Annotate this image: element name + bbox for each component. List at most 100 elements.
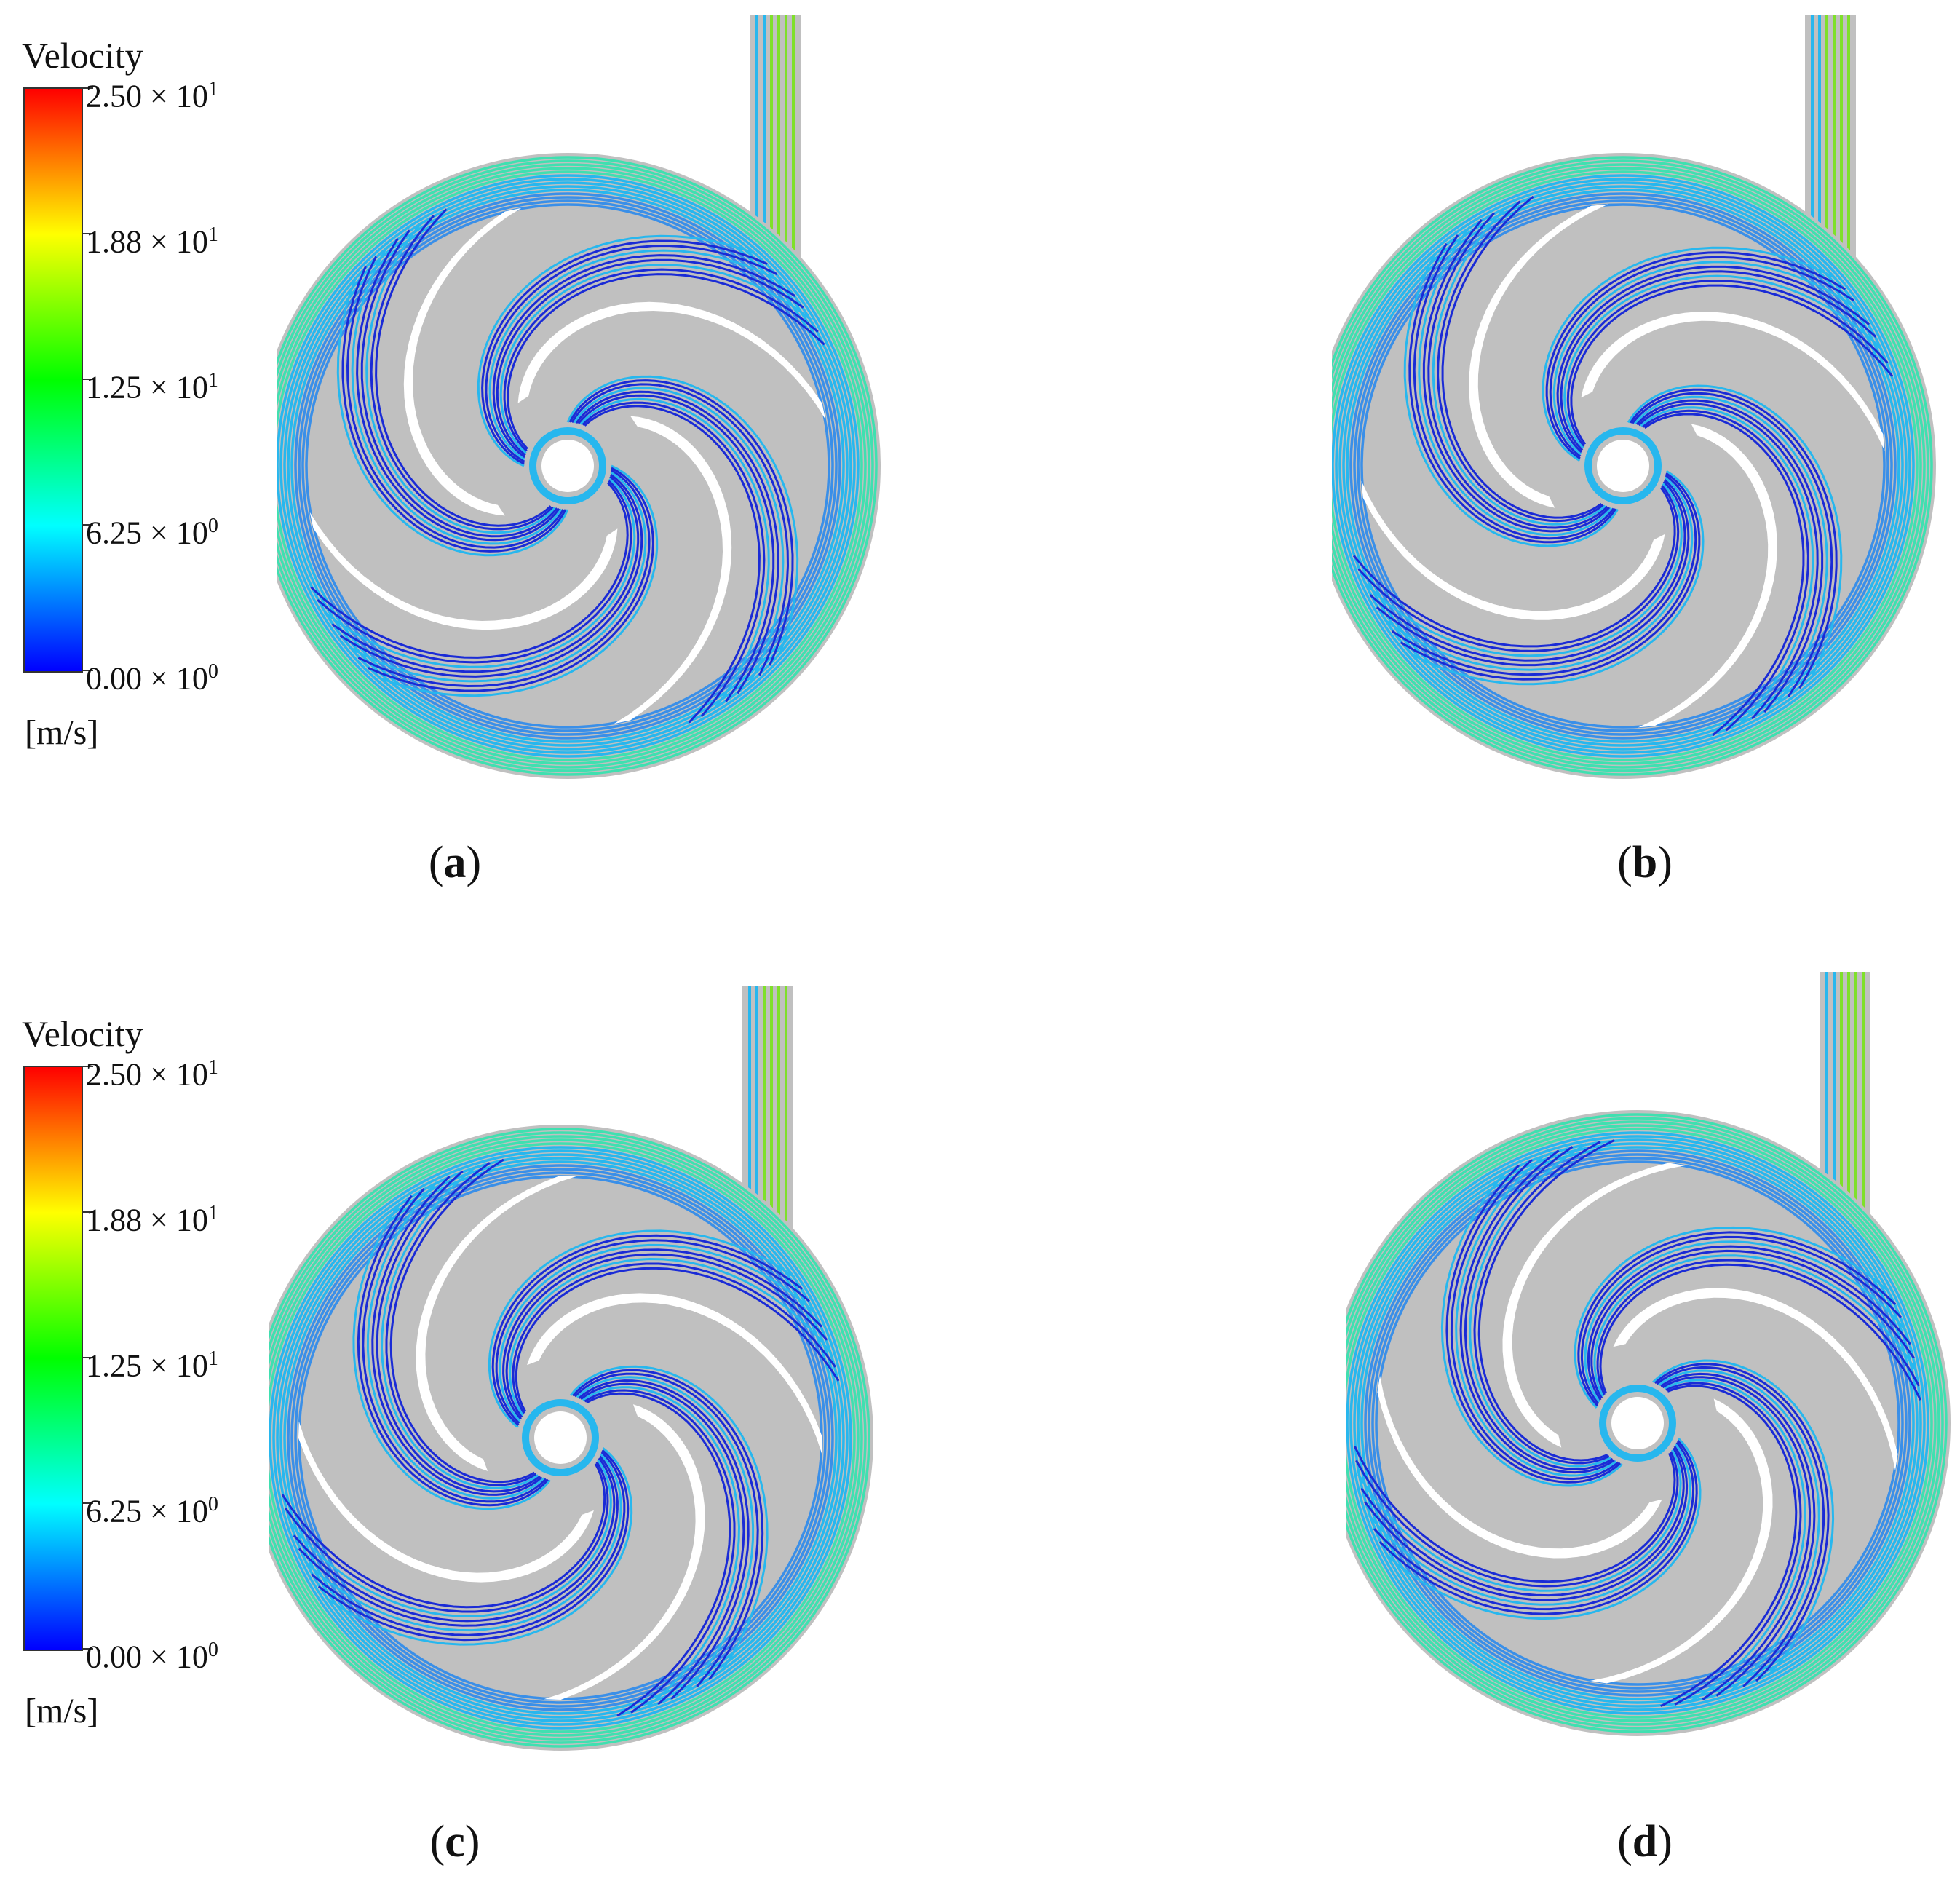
blade-passage-streamline [1656, 1366, 1825, 1687]
volute-streamline [287, 185, 849, 747]
volute-streamline [1371, 1157, 1904, 1690]
blade-passage-streamline [1556, 265, 1870, 454]
volute-streamline [1346, 189, 1900, 743]
blade-passage-streamline [1627, 384, 1843, 680]
legend-tick [82, 670, 93, 671]
blade-passage-streamline [1633, 395, 1828, 705]
blade-passage-streamline [346, 256, 565, 549]
blade-passage-streamline [357, 1195, 549, 1507]
legend-label-max: 2.50 × 101 [86, 1056, 218, 1093]
blade-passage-streamline [499, 264, 812, 454]
legend-label-4: 6.25 × 100 [86, 515, 218, 551]
volute-streamline [290, 189, 845, 743]
volute-streamline [1349, 1135, 1926, 1711]
blade-passage-streamline [1445, 1164, 1622, 1484]
blade-passage-streamline [1596, 1259, 1920, 1395]
legend-title: Velocity [22, 35, 143, 76]
legend-label-3: 1.25 × 101 [86, 369, 218, 405]
volute-streamline [298, 196, 838, 736]
caption-d: (d) [1617, 1817, 1673, 1866]
blade-passage-streamline [586, 1392, 731, 1717]
blade-passage-streamline [1652, 1359, 1835, 1676]
blade-passage-streamline [1654, 1363, 1830, 1682]
legend-tick [82, 1066, 93, 1067]
blade-passage-streamline [570, 1365, 769, 1673]
pump-panel-a [277, 15, 881, 779]
volute-streamline [277, 156, 878, 776]
volute-streamline [1349, 192, 1897, 740]
blade-passage-streamline [323, 478, 636, 668]
impeller-blade [1361, 480, 1665, 620]
blade-passage-streamline [1642, 409, 1809, 732]
volute-streamline [1364, 1149, 1911, 1697]
blade-passage-streamline [515, 1267, 840, 1412]
volute-streamline [277, 163, 870, 769]
blade-passage-streamline [485, 244, 778, 463]
blade-passage-streamline [1560, 270, 1877, 451]
blade-passage-streamline [1459, 1149, 1615, 1474]
blade-passage-streamline [509, 1257, 833, 1417]
volute-streamline [301, 199, 834, 732]
blade-passage-streamline [366, 1181, 545, 1500]
impeller-blade [416, 1176, 577, 1471]
impeller-blade [1613, 1288, 1898, 1471]
blade-passage-streamline [575, 390, 779, 694]
caption-c: (c) [429, 1817, 480, 1866]
blade-passage-streamline [368, 467, 654, 692]
blade-passage-streamline [1599, 1263, 1922, 1401]
blade-passage-streamline [385, 1162, 537, 1486]
impeller-blade [309, 512, 618, 630]
legend-label-min: 0.00 × 100 [86, 660, 218, 697]
blade-passage-streamline [580, 1382, 745, 1706]
blade-passage-streamline [1584, 1240, 1907, 1403]
volute-streamline [1346, 1113, 1948, 1733]
impeller-hub [1611, 1397, 1664, 1449]
blade-passage-streamline [1413, 234, 1615, 540]
blade-passage-streamline [1629, 388, 1838, 689]
blade-passage-streamline [1577, 1231, 1897, 1407]
blade-passage-streamline [491, 1234, 804, 1426]
blade-passage-streamline [1640, 406, 1814, 726]
blade-passage-streamline [1409, 470, 1705, 686]
volute-streamline [276, 1153, 845, 1722]
impeller-blade [527, 1293, 822, 1454]
impeller-blade [403, 207, 522, 516]
blade-passage-streamline [1563, 274, 1883, 449]
impeller-blade [1590, 1398, 1773, 1684]
blade-passage-streamline [1400, 472, 1701, 681]
legend-tick [82, 1648, 93, 1650]
pump-panel-c [269, 986, 873, 1751]
blade-passage-streamline [582, 401, 766, 717]
hub-ring [522, 1399, 599, 1476]
blade-passage-streamline [488, 249, 787, 461]
blade-passage-streamline [341, 266, 567, 553]
legend-tick [82, 233, 93, 234]
impeller-hub [541, 440, 594, 492]
blade-passage-streamline [1660, 1372, 1816, 1697]
blade-passage-streamline [352, 1203, 551, 1510]
volute-streamline [1342, 185, 1904, 747]
blade-passage-streamline [1378, 1439, 1698, 1615]
blade-passage-streamline [1662, 1376, 1812, 1700]
blade-passage-streamline [288, 1459, 612, 1618]
caption-b: (b) [1617, 838, 1673, 887]
impeller-streamlines [281, 1158, 840, 1717]
blade-passage-streamline [281, 1463, 606, 1609]
blade-passage-streamline [584, 405, 761, 724]
blade-passage-streamline [1469, 1143, 1611, 1468]
legend-tick [82, 379, 93, 380]
blade-passage-streamline [502, 1248, 823, 1420]
blade-passage-streamline [365, 221, 556, 534]
blade-passage-streamline [1574, 1226, 1890, 1409]
volute-streamline [277, 167, 867, 765]
blade-passage-streamline [317, 1449, 630, 1642]
hub-ring [529, 427, 606, 504]
hub-ring [1584, 427, 1662, 504]
blade-passage-streamline [1363, 483, 1683, 657]
blade-passage-streamline [1422, 218, 1611, 533]
blade-passage-streamline [578, 1379, 750, 1700]
blade-passage-streamline [1464, 1146, 1614, 1470]
volute-streamline [305, 203, 830, 729]
volute-streamline [283, 1160, 838, 1715]
blade-passage-streamline [584, 1389, 736, 1714]
